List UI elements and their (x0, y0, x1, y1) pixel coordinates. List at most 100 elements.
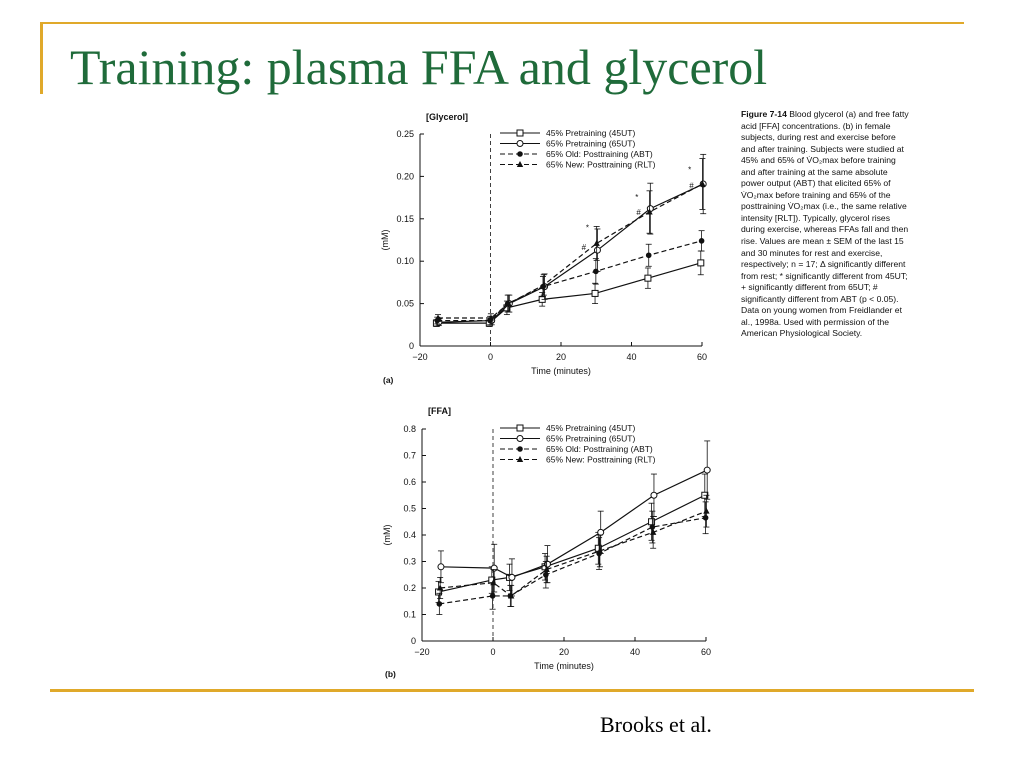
panel-a-x-tick-label: −20 (412, 352, 427, 362)
slide-title: Training: plasma FFA and glycerol (70, 39, 768, 95)
panel-b-data-point-triangle (649, 528, 657, 535)
panel-b-y-tick-label: 0.3 (403, 557, 416, 567)
panel-b-legend-marker-triangle (516, 456, 524, 462)
panel-b-x-axis-label: Time (minutes) (534, 661, 594, 671)
panel-a-y-tick-label: 0.25 (396, 129, 414, 139)
panel-b-data-point-circle (437, 563, 445, 571)
panel-b-series-line-1 (440, 469, 708, 579)
panel-a-x-tick-label: 60 (697, 352, 707, 362)
panel-b-data-point-triangle (703, 507, 710, 514)
panel-b-y-tick-label: 0.4 (403, 530, 416, 540)
panel-b-data-point-circle (490, 564, 498, 572)
bottom-accent-rule (50, 689, 974, 692)
panel-b-x-tick-label: −20 (414, 647, 429, 657)
panel-b-series-line-0 (438, 494, 706, 593)
panel-b-y-tick-label: 0.6 (403, 477, 416, 487)
panel-a-panel-label: (a) (383, 375, 394, 385)
panel-b-data-point-triangle (507, 592, 515, 599)
panel-b-data-point-triangle (490, 579, 497, 586)
panel-b-data-point-circle (703, 466, 711, 474)
panel-b-data-point-triangle (596, 547, 604, 554)
left-accent-bar (40, 22, 43, 94)
panel-a-data-point-square (644, 274, 652, 282)
panel-a-data-point-triangle (540, 281, 547, 288)
panel-a-data-point-dot (645, 252, 652, 259)
panel-b-legend-label: 45% Pretraining (45UT) (546, 423, 635, 433)
panel-b-data-point-dot (436, 601, 443, 607)
panel-b-x-tick-label: 60 (701, 647, 711, 657)
panel-a-data-point-circle (593, 246, 601, 254)
panel-a-data-point-triangle (593, 239, 600, 246)
slide-credit: Brooks et al. (600, 712, 712, 737)
panel-b-x-tick-label: 20 (559, 647, 569, 657)
panel-a-data-point-square (591, 289, 599, 297)
panel-b-data-point-dot (543, 571, 549, 578)
panel-b-data-point-circle (508, 573, 516, 581)
panel-a-legend-label: 65% Pretraining (65UT) (546, 139, 635, 149)
panel-b-data-point-circle (543, 560, 551, 568)
panel-b-data-point-dot (649, 524, 656, 530)
panel-a-y-tick-label: 0 (409, 341, 414, 351)
panel-a-significance-annotation: * (586, 223, 589, 232)
panel-b-legend-label: 65% New: Posttraining (RLT) (546, 455, 656, 465)
panel-a-x-tick-label: 20 (556, 352, 566, 362)
panel-a-significance-annotation: # (689, 182, 694, 191)
panel-b-legend-marker-square (516, 424, 524, 432)
panel-a-significance-annotation: * (688, 166, 691, 175)
panel-b-y-tick-label: 0.8 (403, 424, 416, 434)
panel-a-legend-marker-circle (516, 140, 524, 147)
panel-b-legend-label: 65% Old: Posttraining (ABT) (546, 444, 653, 454)
panel-b-y-tick-label: 0.2 (403, 583, 416, 593)
panel-a-data-point-triangle (434, 314, 442, 321)
panel-a-data-point-square (697, 259, 705, 267)
panel-b-chart-title: [FFA] (428, 406, 451, 416)
panel-b-data-point-triangle (543, 565, 550, 572)
panel-a-legend-marker-dot (517, 151, 523, 157)
panel-a-series-line-0 (436, 262, 701, 324)
panel-a-legend-label: 45% Pretraining (45UT) (546, 128, 635, 138)
panel-a-data-point-triangle (646, 208, 653, 215)
top-accent-rule (40, 22, 964, 24)
panel-b-y-axis-label: (mM) (382, 525, 392, 546)
panel-b-legend-marker-dot (517, 446, 523, 452)
caption-heading: Figure 7-14 (741, 109, 787, 119)
panel-a-significance-annotation: * (635, 193, 638, 202)
panel-a-data-point-triangle (487, 314, 495, 321)
figure-caption: Figure 7-14 Blood glycerol (a) and free … (741, 109, 911, 340)
panel-b-y-tick-label: 0 (411, 636, 416, 646)
panel-a-data-point-triangle (699, 180, 706, 187)
panel-a-legend-label: 65% Old: Posttraining (ABT) (546, 149, 653, 159)
panel-b-x-tick-label: 0 (490, 647, 495, 657)
panel-a-y-tick-label: 0.10 (396, 256, 414, 266)
panel-b-x-tick-label: 40 (630, 647, 640, 657)
panel-b-legend-label: 65% Pretraining (65UT) (546, 434, 635, 444)
panel-b-y-tick-label: 0.7 (403, 451, 416, 461)
panel-a-series-line-2 (437, 240, 702, 322)
panel-a-legend-label: 65% New: Posttraining (RLT) (546, 160, 656, 170)
panel-a-legend-marker-triangle (516, 161, 524, 167)
panel-a-significance-annotation: # (636, 208, 641, 217)
panel-a-data-point-triangle (505, 300, 512, 307)
panel-a-x-axis-label: Time (minutes) (531, 366, 591, 376)
caption-text: Blood glycerol (a) and free fatty acid [… (741, 109, 909, 339)
panel-a-y-axis-label: (mM) (380, 230, 390, 251)
panel-a-x-tick-label: 40 (626, 352, 636, 362)
panel-a-significance-annotation: # (582, 243, 587, 252)
panel-a-y-tick-label: 0.15 (396, 214, 414, 224)
panel-b-data-point-circle (650, 491, 658, 499)
panel-b-panel-label: (b) (385, 669, 396, 679)
panel-b-data-point-circle (597, 528, 605, 536)
panel-b-y-tick-label: 0.1 (403, 610, 416, 620)
panel-b-data-point-dot (702, 514, 709, 521)
panel-a-data-point-dot (593, 268, 599, 275)
panel-a-y-tick-label: 0.05 (396, 299, 414, 309)
panel-b-data-point-triangle (436, 584, 444, 591)
panel-a-legend-marker-square (516, 129, 524, 137)
panel-a-chart-title: [Glycerol] (426, 112, 468, 122)
panel-a-x-tick-label: 0 (488, 352, 493, 362)
panel-b-y-tick-label: 0.5 (403, 504, 416, 514)
panel-a-y-tick-label: 0.20 (396, 171, 414, 181)
panel-a-data-point-dot (698, 238, 705, 244)
panel-b-legend-marker-circle (516, 435, 524, 442)
